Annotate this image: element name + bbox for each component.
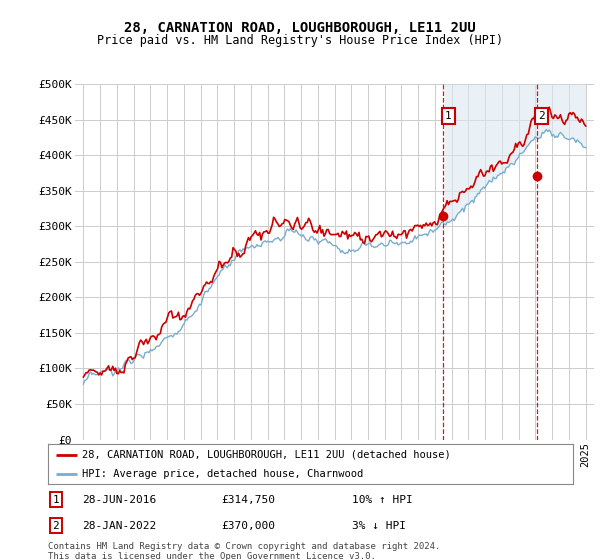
Text: 2: 2 [538, 111, 545, 121]
Text: Price paid vs. HM Land Registry's House Price Index (HPI): Price paid vs. HM Land Registry's House … [97, 34, 503, 46]
Text: 28-JAN-2022: 28-JAN-2022 [82, 521, 157, 531]
Text: 28-JUN-2016: 28-JUN-2016 [82, 494, 157, 505]
Text: £314,750: £314,750 [221, 494, 275, 505]
Text: 1: 1 [445, 111, 452, 121]
Text: 1: 1 [53, 494, 59, 505]
Text: 28, CARNATION ROAD, LOUGHBOROUGH, LE11 2UU: 28, CARNATION ROAD, LOUGHBOROUGH, LE11 2… [124, 21, 476, 35]
Text: £370,000: £370,000 [221, 521, 275, 531]
Text: 28, CARNATION ROAD, LOUGHBOROUGH, LE11 2UU (detached house): 28, CARNATION ROAD, LOUGHBOROUGH, LE11 2… [82, 450, 451, 460]
Text: 3% ↓ HPI: 3% ↓ HPI [353, 521, 407, 531]
Text: 2: 2 [53, 521, 59, 531]
Text: HPI: Average price, detached house, Charnwood: HPI: Average price, detached house, Char… [82, 469, 364, 478]
Text: 10% ↑ HPI: 10% ↑ HPI [353, 494, 413, 505]
Text: Contains HM Land Registry data © Crown copyright and database right 2024.
This d: Contains HM Land Registry data © Crown c… [48, 542, 440, 560]
